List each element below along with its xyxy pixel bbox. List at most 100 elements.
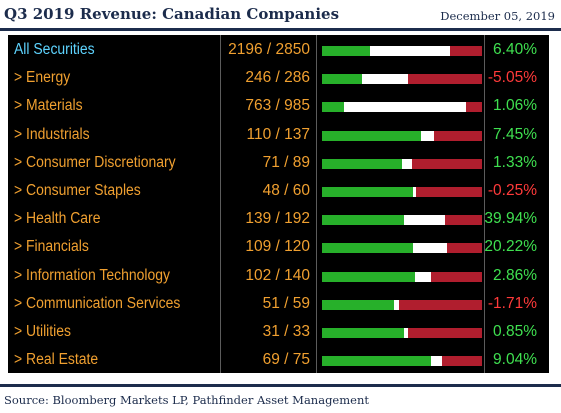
revenue-surprise-value: -5.05% xyxy=(487,69,537,87)
sector-label[interactable]: > Information Technology xyxy=(14,266,171,284)
inline-segment xyxy=(370,46,450,56)
inline-segment xyxy=(344,102,466,113)
revenue-surprise-value: 9.04% xyxy=(493,351,537,369)
revenue-surprise-value: -1.71% xyxy=(487,294,537,312)
sector-label[interactable]: > Communication Services xyxy=(14,294,181,312)
sector-row[interactable]: > Communication Services 51 / 59 -1.71% xyxy=(8,291,549,319)
sector-row[interactable]: > Materials 763 / 985 1.06% xyxy=(8,93,549,121)
beat-segment xyxy=(322,130,422,141)
miss-segment xyxy=(416,187,482,197)
beat-segment xyxy=(322,102,345,113)
surprise-bar xyxy=(322,215,482,226)
sector-row[interactable]: > Industrials 110 / 137 7.45% xyxy=(8,122,549,150)
revenue-surprise-value: 7.45% xyxy=(493,125,537,143)
beat-segment xyxy=(322,356,431,367)
surprise-bar xyxy=(322,102,482,113)
reported-count: 48 / 60 xyxy=(262,182,310,199)
beat-segment xyxy=(322,187,414,197)
miss-segment xyxy=(398,299,482,310)
sector-label[interactable]: > Materials xyxy=(14,97,83,115)
miss-segment xyxy=(430,271,482,282)
sector-label[interactable]: > Real Estate xyxy=(14,351,99,369)
reported-count: 246 / 286 xyxy=(245,69,310,87)
surprise-bar xyxy=(322,271,482,282)
row-total[interactable]: All Securities 2196 / 2850 6.40% xyxy=(8,37,549,65)
report-date: December 05, 2019 xyxy=(440,9,555,23)
revenue-surprise-value: 2.86% xyxy=(493,266,537,284)
inline-segment xyxy=(430,356,442,367)
sector-label[interactable]: > Utilities xyxy=(14,323,71,340)
miss-segment xyxy=(434,130,482,141)
beat-segment xyxy=(322,74,362,85)
revenue-surprise-value: 39.94% xyxy=(484,210,537,228)
sector-label[interactable]: > Industrials xyxy=(14,125,90,143)
inline-segment xyxy=(362,74,409,85)
surprise-bar xyxy=(322,46,482,56)
beat-segment xyxy=(322,328,404,338)
sector-row[interactable]: > Real Estate 69 / 75 9.04% xyxy=(8,347,549,375)
miss-segment xyxy=(450,46,482,56)
sector-row[interactable]: > Information Technology 102 / 140 2.86% xyxy=(8,263,549,291)
beat-segment xyxy=(322,215,404,226)
surprise-bar xyxy=(322,187,482,197)
footer-rule xyxy=(0,384,561,387)
column-divider xyxy=(484,35,485,373)
header: Q3 2019 Revenue: Canadian Companies Dece… xyxy=(0,0,561,30)
reported-count: 2196 / 2850 xyxy=(228,41,310,58)
beat-segment xyxy=(322,299,394,310)
beat-segment xyxy=(322,46,370,56)
miss-segment xyxy=(408,328,482,338)
reported-count: 109 / 120 xyxy=(245,238,310,256)
revenue-surprise-value: 1.33% xyxy=(493,153,537,171)
sector-label[interactable]: > Energy xyxy=(14,69,71,87)
sector-label[interactable]: > Financials xyxy=(14,238,89,256)
inline-segment xyxy=(414,271,431,282)
miss-segment xyxy=(411,158,482,169)
source-note: Source: Bloomberg Markets LP, Pathfinder… xyxy=(4,393,369,407)
sector-row[interactable]: > Health Care 139 / 192 39.94% xyxy=(8,206,549,234)
column-divider xyxy=(220,35,221,373)
inline-segment xyxy=(403,215,446,226)
inline-segment xyxy=(413,187,417,197)
revenue-surprise-value: 6.40% xyxy=(493,41,537,58)
miss-segment xyxy=(466,102,482,113)
reported-count: 110 / 137 xyxy=(246,125,311,143)
sector-row[interactable]: > Financials 109 / 120 20.22% xyxy=(8,234,549,262)
sector-row[interactable]: > Utilities 31 / 33 0.85% xyxy=(8,319,549,347)
reported-count: 139 / 192 xyxy=(245,210,310,228)
surprise-bar xyxy=(322,74,482,85)
sector-row[interactable]: > Consumer Staples 48 / 60 -0.25% xyxy=(8,178,549,206)
reported-count: 71 / 89 xyxy=(262,153,310,171)
sector-label[interactable]: > Consumer Discretionary xyxy=(14,153,176,171)
sector-label[interactable]: > Health Care xyxy=(14,210,101,228)
inline-segment xyxy=(394,299,399,310)
surprise-bar xyxy=(322,158,482,169)
beat-segment xyxy=(322,271,415,282)
revenue-surprise-value: -0.25% xyxy=(487,182,537,199)
beat-segment xyxy=(322,243,414,254)
column-divider xyxy=(316,35,317,373)
beat-segment xyxy=(322,158,402,169)
chart-title: Q3 2019 Revenue: Canadian Companies xyxy=(4,5,340,23)
inline-segment xyxy=(421,130,434,141)
sector-row[interactable]: > Energy 246 / 286 -5.05% xyxy=(8,65,549,93)
reported-count: 51 / 59 xyxy=(262,294,310,312)
inline-segment xyxy=(402,158,412,169)
miss-segment xyxy=(446,243,482,254)
surprise-bar xyxy=(322,328,482,338)
miss-segment xyxy=(445,215,482,226)
inline-segment xyxy=(413,243,447,254)
reported-count: 31 / 33 xyxy=(262,323,310,340)
sector-panel: All Securities 2196 / 2850 6.40% > Energy 24… xyxy=(8,35,549,373)
reported-count: 763 / 985 xyxy=(245,97,310,115)
sector-label[interactable]: All Securities xyxy=(14,41,95,58)
sector-label[interactable]: > Consumer Staples xyxy=(14,182,141,199)
miss-segment xyxy=(408,74,482,85)
reported-count: 102 / 140 xyxy=(245,266,310,284)
inline-segment xyxy=(403,328,409,338)
surprise-bar xyxy=(322,130,482,141)
sector-row[interactable]: > Consumer Discretionary 71 / 89 1.33% xyxy=(8,150,549,178)
surprise-bar xyxy=(322,299,482,310)
surprise-bar xyxy=(322,356,482,367)
surprise-bar xyxy=(322,243,482,254)
